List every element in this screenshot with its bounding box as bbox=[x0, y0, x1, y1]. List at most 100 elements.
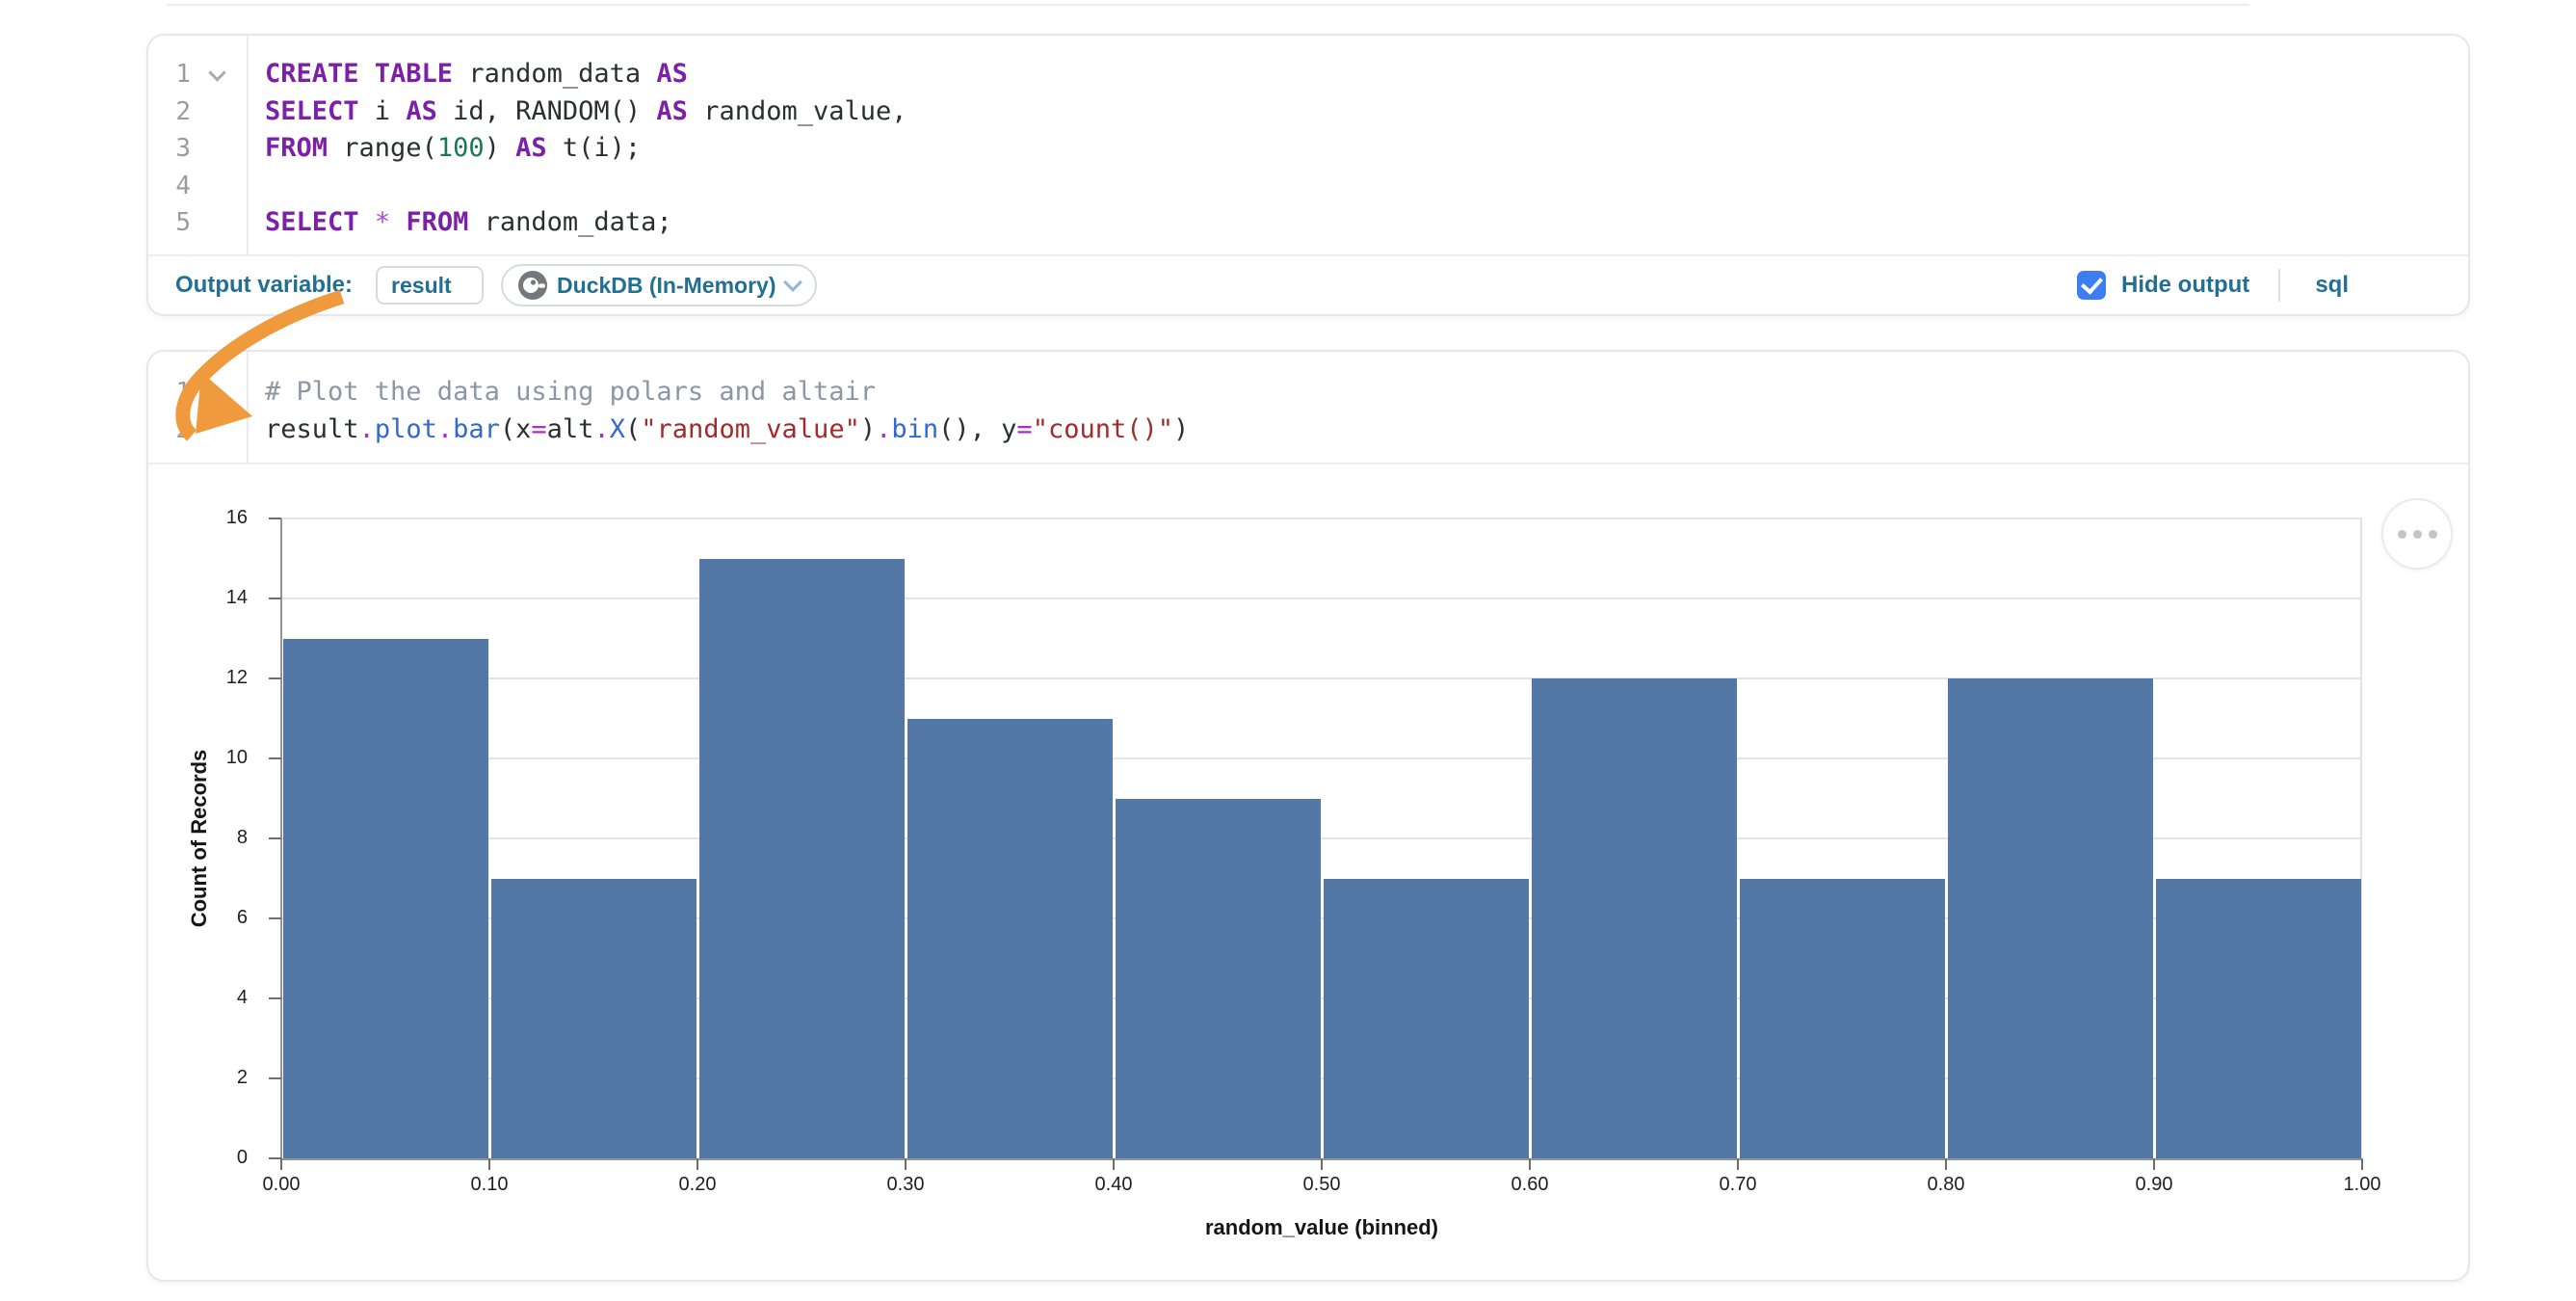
x-tick-label-0.00: 0.00 bbox=[262, 1174, 301, 1195]
code-line: SELECT i AS id, RANDOM() AS random_value… bbox=[265, 95, 907, 126]
code-line: # Plot the data using polars and altair bbox=[265, 377, 876, 407]
y-tick-4 bbox=[269, 997, 281, 999]
gridline-y-12 bbox=[281, 677, 2362, 679]
sql-code-editor[interactable]: CREATE TABLE random_data AS SELECT i AS i… bbox=[249, 36, 2468, 254]
line-number: 3 bbox=[175, 134, 191, 163]
code-line bbox=[265, 168, 2468, 205]
bar-6 bbox=[1531, 678, 1737, 1158]
line-number: 2 bbox=[175, 96, 191, 126]
x-tick-0.70 bbox=[1737, 1158, 1739, 1170]
x-tick-0.60 bbox=[1529, 1158, 1531, 1170]
ellipsis-icon bbox=[2397, 529, 2406, 539]
previous-cell-bottom-border bbox=[167, 4, 2249, 6]
gridline-y-6 bbox=[281, 917, 2362, 919]
y-axis-line bbox=[280, 518, 282, 1158]
line-number: 1 bbox=[148, 56, 247, 93]
code-line: SELECT * FROM random_data; bbox=[265, 207, 672, 237]
gridline-y-4 bbox=[281, 997, 2362, 999]
x-tick-label-1.00: 1.00 bbox=[2343, 1174, 2381, 1195]
x-axis-title: random_value (binned) bbox=[1204, 1215, 1439, 1239]
x-tick-label-0.90: 0.90 bbox=[2135, 1174, 2173, 1195]
x-tick-label-0.80: 0.80 bbox=[1927, 1174, 1965, 1195]
bar-1 bbox=[490, 878, 697, 1158]
collapse-chevron-icon[interactable] bbox=[208, 64, 226, 82]
code-line: CREATE TABLE random_data AS bbox=[265, 59, 688, 89]
x-tick-0.20 bbox=[697, 1158, 698, 1170]
code-line: FROM range(100) AS t(i); bbox=[265, 133, 642, 163]
x-tick-0.90 bbox=[2153, 1158, 2155, 1170]
y-tick-16 bbox=[269, 518, 281, 519]
x-tick-label-0.60: 0.60 bbox=[1511, 1174, 1549, 1195]
y-tick-label-6: 6 bbox=[236, 907, 248, 928]
y-tick-label-8: 8 bbox=[236, 827, 248, 848]
hide-output-label: Hide output bbox=[2121, 272, 2250, 298]
bar-8 bbox=[1947, 678, 2153, 1158]
x-tick-0.80 bbox=[1945, 1158, 1947, 1170]
bar-5 bbox=[1323, 878, 1529, 1158]
gridline-y-10 bbox=[281, 757, 2362, 759]
y-tick-label-10: 10 bbox=[225, 747, 248, 768]
y-tick-14 bbox=[269, 597, 281, 599]
footer-divider bbox=[2278, 269, 2281, 302]
x-tick-1.00 bbox=[2361, 1158, 2363, 1170]
line-number: 2 bbox=[175, 414, 191, 444]
duckdb-engine-dropdown[interactable]: DuckDB (In-Memory) bbox=[501, 264, 817, 306]
y-tick-label-12: 12 bbox=[225, 667, 248, 688]
language-button-sql[interactable]: sql bbox=[2309, 271, 2354, 300]
y-tick-10 bbox=[269, 757, 281, 759]
x-tick-0.50 bbox=[1321, 1158, 1323, 1170]
line-number: 4 bbox=[175, 171, 191, 200]
y-tick-label-16: 16 bbox=[225, 507, 248, 528]
x-tick-label-0.10: 0.10 bbox=[470, 1174, 509, 1195]
sql-cell-footer: Output variable: DuckDB (In-Memory) Hide… bbox=[148, 254, 2468, 314]
bar-3 bbox=[907, 718, 1113, 1158]
y-tick-label-0: 0 bbox=[236, 1147, 248, 1168]
bar-0 bbox=[282, 638, 488, 1158]
duckdb-icon bbox=[518, 271, 548, 300]
y-tick-label-14: 14 bbox=[225, 587, 248, 608]
more-options-button[interactable] bbox=[2381, 498, 2453, 570]
y-tick-8 bbox=[269, 837, 281, 839]
line-number: 5 bbox=[175, 208, 191, 237]
python-code-editor[interactable]: # Plot the data using polars and altair r… bbox=[249, 352, 2468, 463]
x-tick-0.40 bbox=[1113, 1158, 1115, 1170]
code-line: result.plot.bar(x=alt.X("random_value").… bbox=[265, 413, 1190, 444]
gridline-y-8 bbox=[281, 837, 2362, 839]
x-tick-0.10 bbox=[488, 1158, 490, 1170]
output-variable-label: Output variable: bbox=[175, 272, 354, 298]
gridline-y-2 bbox=[281, 1077, 2362, 1079]
x-tick-label-0.70: 0.70 bbox=[1719, 1174, 1757, 1195]
y-tick-2 bbox=[269, 1077, 281, 1079]
bar-2 bbox=[698, 558, 905, 1158]
y-tick-6 bbox=[269, 917, 281, 919]
histogram-chart-output: 0 2 4 6 8 10 12 14 16 0.00 0.10 0.20 0.30 0.40 0.50 0.6… bbox=[148, 466, 2468, 1280]
x-tick-0.30 bbox=[905, 1158, 907, 1170]
chevron-down-icon bbox=[782, 273, 802, 292]
x-tick-label-0.30: 0.30 bbox=[886, 1174, 925, 1195]
y-tick-12 bbox=[269, 677, 281, 679]
y-tick-label-2: 2 bbox=[236, 1067, 248, 1088]
bar-7 bbox=[1739, 878, 1945, 1158]
gridline-right-edge bbox=[2360, 518, 2362, 1158]
line-number: 1 bbox=[175, 378, 191, 407]
x-tick-label-0.20: 0.20 bbox=[678, 1174, 717, 1195]
y-axis-title: Count of Records bbox=[187, 749, 211, 928]
y-tick-label-4: 4 bbox=[236, 987, 248, 1008]
gridline-y-14 bbox=[281, 597, 2362, 599]
y-tick-0 bbox=[269, 1157, 281, 1159]
x-tick-label-0.40: 0.40 bbox=[1094, 1174, 1133, 1195]
hide-output-checkbox[interactable] bbox=[2077, 271, 2106, 300]
engine-label: DuckDB (In-Memory) bbox=[557, 272, 776, 298]
x-tick-label-0.50: 0.50 bbox=[1302, 1174, 1341, 1195]
bar-4 bbox=[1115, 798, 1321, 1158]
bar-9 bbox=[2155, 878, 2361, 1158]
gridline-y-16 bbox=[281, 518, 2362, 519]
output-variable-input[interactable] bbox=[376, 266, 485, 305]
